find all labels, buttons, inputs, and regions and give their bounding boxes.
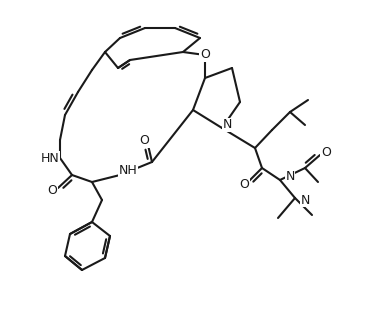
Text: O: O — [200, 49, 210, 61]
Text: N: N — [300, 193, 310, 206]
Text: N: N — [285, 170, 295, 183]
Text: NH: NH — [119, 163, 137, 176]
Text: O: O — [139, 135, 149, 148]
Text: O: O — [47, 183, 57, 197]
Text: O: O — [239, 177, 249, 190]
Text: O: O — [321, 147, 331, 160]
Text: HN: HN — [41, 151, 59, 164]
Text: N: N — [222, 119, 232, 132]
